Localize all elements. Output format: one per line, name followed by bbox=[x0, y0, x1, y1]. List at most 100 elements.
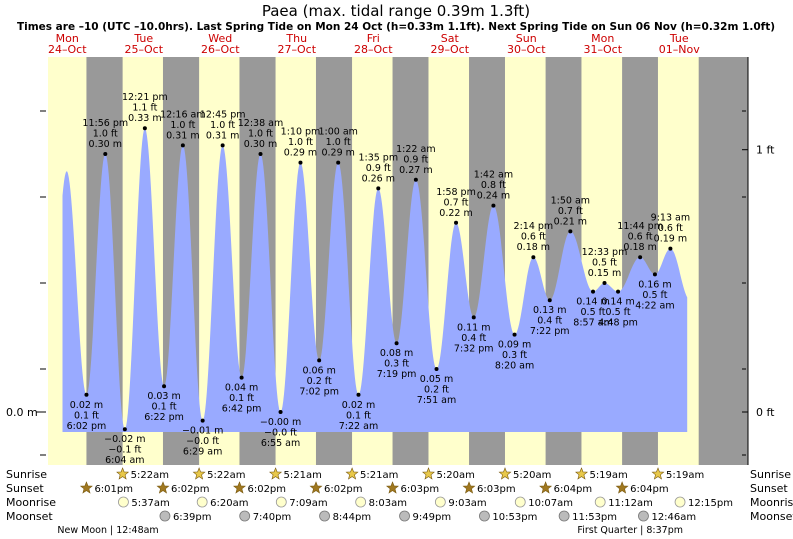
high-tide-label-1-0: 11:56 pm bbox=[82, 118, 128, 129]
moonset-icon-4 bbox=[479, 510, 490, 522]
low-tide-label-22-2: 8:20 am bbox=[495, 361, 534, 372]
low-tide-point-4 bbox=[162, 384, 167, 389]
high-tide-point-25 bbox=[568, 229, 573, 234]
sunrise-time-5: 5:20am bbox=[513, 470, 551, 481]
low-tide-point-0 bbox=[84, 392, 89, 397]
row-label-left-0: Sunrise bbox=[6, 468, 47, 481]
high-tide-point-15 bbox=[376, 186, 381, 191]
high-tide-label-9-2: 0.30 m bbox=[244, 139, 277, 150]
low-tide-label-6-2: 6:29 am bbox=[183, 447, 222, 458]
right-axis-label-0: 1 ft bbox=[756, 144, 775, 157]
low-tide-label-28-2: 4:48 pm bbox=[598, 318, 638, 329]
row-label-right-3: Moonset bbox=[750, 510, 793, 523]
high-tide-label-1-2: 0.30 m bbox=[89, 139, 122, 150]
low-tide-point-28 bbox=[616, 289, 621, 294]
high-tide-label-15-2: 0.26 m bbox=[362, 173, 395, 184]
sunrise-icon-0 bbox=[116, 467, 130, 480]
low-tide-point-6 bbox=[200, 418, 205, 423]
sunrise-icon-2 bbox=[269, 467, 283, 480]
sunrise-time-2: 5:21am bbox=[284, 470, 322, 481]
high-tide-point-1 bbox=[103, 152, 108, 156]
moonrise-icon-7 bbox=[674, 496, 686, 508]
low-tide-point-26 bbox=[591, 289, 596, 294]
moon-phase-0: New Moon | 12:48am bbox=[57, 525, 158, 536]
high-tide-label-25-1: 0.7 ft bbox=[558, 206, 583, 217]
low-tide-label-8-2: 6:42 pm bbox=[222, 404, 262, 415]
sunrise-time-6: 5:19am bbox=[589, 470, 627, 481]
low-tide-point-2 bbox=[122, 427, 127, 432]
day-date-7: 31–Oct bbox=[583, 43, 622, 56]
high-tide-label-19-2: 0.22 m bbox=[439, 208, 472, 219]
low-tide-label-14-2: 7:22 am bbox=[339, 421, 378, 432]
high-tide-label-27-1: 0.5 ft bbox=[592, 258, 617, 269]
low-tide-label-0-2: 6:02 pm bbox=[67, 421, 107, 432]
sunset-time-5: 6:03pm bbox=[477, 484, 516, 495]
low-tide-label-20-1: 0.4 ft bbox=[461, 333, 486, 344]
high-tide-label-15-1: 0.9 ft bbox=[366, 163, 391, 174]
left-axis-label: 0.0 m bbox=[6, 406, 38, 419]
high-tide-point-9 bbox=[258, 152, 263, 156]
sunset-time-3: 6:02pm bbox=[324, 484, 363, 495]
high-tide-point-21 bbox=[491, 203, 496, 208]
sunset-icon-5 bbox=[462, 481, 476, 494]
low-tide-label-20-2: 7:32 pm bbox=[454, 343, 494, 354]
low-tide-point-12 bbox=[317, 358, 322, 363]
high-tide-point-23 bbox=[531, 255, 536, 260]
sunrise-time-1: 5:22am bbox=[207, 470, 245, 481]
high-tide-point-5 bbox=[180, 143, 185, 148]
high-tide-label-23-1: 0.6 ft bbox=[521, 232, 546, 243]
low-tide-label-22-1: 0.3 ft bbox=[502, 350, 527, 361]
day-name-6: Sun bbox=[516, 32, 537, 45]
sunset-icon-1 bbox=[156, 481, 170, 494]
moonset-time-3: 9:49pm bbox=[413, 512, 452, 523]
low-tide-label-10-1: −0.0 ft bbox=[264, 428, 297, 439]
high-tide-label-21-1: 0.8 ft bbox=[481, 180, 506, 191]
low-tide-label-2-0: −0.02 m bbox=[104, 434, 145, 445]
low-tide-label-10-2: 6:55 am bbox=[261, 438, 300, 449]
high-tide-label-17-2: 0.27 m bbox=[399, 165, 432, 176]
moonset-icon-3 bbox=[399, 510, 410, 522]
day-name-8: Tue bbox=[669, 32, 689, 45]
sunrise-icon-7 bbox=[651, 467, 665, 480]
moonrise-icon-6 bbox=[594, 496, 606, 508]
high-tide-label-27-0: 12:33 pm bbox=[582, 247, 628, 258]
high-tide-label-25-2: 0.21 m bbox=[554, 216, 587, 227]
low-tide-point-18 bbox=[434, 367, 439, 371]
day-name-2: Wed bbox=[208, 32, 232, 45]
high-tide-label-5-1: 1.0 ft bbox=[170, 120, 195, 131]
high-tide-label-3-1: 1.1 ft bbox=[132, 103, 157, 114]
moonset-icon-2 bbox=[319, 510, 330, 522]
sunrise-icon-5 bbox=[498, 467, 512, 480]
high-tide-label-31-2: 0.19 m bbox=[654, 234, 687, 245]
high-tide-label-13-2: 0.29 m bbox=[321, 148, 354, 159]
moonset-icon-1 bbox=[239, 510, 251, 522]
moonrise-time-2: 7:09am bbox=[289, 498, 327, 509]
low-tide-label-26-2: 8:57 am bbox=[573, 318, 612, 329]
day-name-5: Sat bbox=[441, 32, 460, 45]
low-tide-point-30 bbox=[652, 272, 657, 277]
sunset-icon-4 bbox=[386, 481, 399, 494]
day-date-1: 25–Oct bbox=[124, 43, 163, 56]
low-tide-label-18-2: 7:51 am bbox=[417, 395, 456, 406]
low-tide-point-20 bbox=[471, 315, 476, 320]
moonrise-icon-3 bbox=[355, 496, 367, 508]
low-tide-label-4-2: 6:22 pm bbox=[144, 412, 184, 423]
moonset-time-0: 6:39pm bbox=[173, 512, 212, 523]
low-tide-label-2-1: −0.1 ft bbox=[108, 445, 141, 456]
day-headers: Mon24–OctTue25–OctWed26–OctThu27–OctFri2… bbox=[48, 32, 700, 56]
low-tide-label-28-0: 0.14 m bbox=[601, 297, 634, 308]
low-tide-label-30-2: 4:22 am bbox=[635, 300, 674, 311]
high-tide-label-11-1: 1.0 ft bbox=[288, 137, 313, 148]
sunset-icon-0 bbox=[79, 481, 93, 494]
high-tide-label-15-0: 1:35 pm bbox=[358, 152, 398, 163]
sunrise-time-4: 5:20am bbox=[436, 470, 474, 481]
sunset-time-1: 6:02pm bbox=[171, 484, 210, 495]
low-tide-label-30-0: 0.16 m bbox=[638, 279, 671, 290]
low-tide-point-16 bbox=[394, 341, 399, 346]
low-tide-label-6-1: −0.0 ft bbox=[186, 436, 219, 447]
high-tide-point-31 bbox=[668, 246, 673, 251]
axis-labels: 0.0 m 1 ft 0 ft bbox=[6, 110, 775, 456]
moonrise-time-3: 8:03am bbox=[369, 498, 407, 509]
